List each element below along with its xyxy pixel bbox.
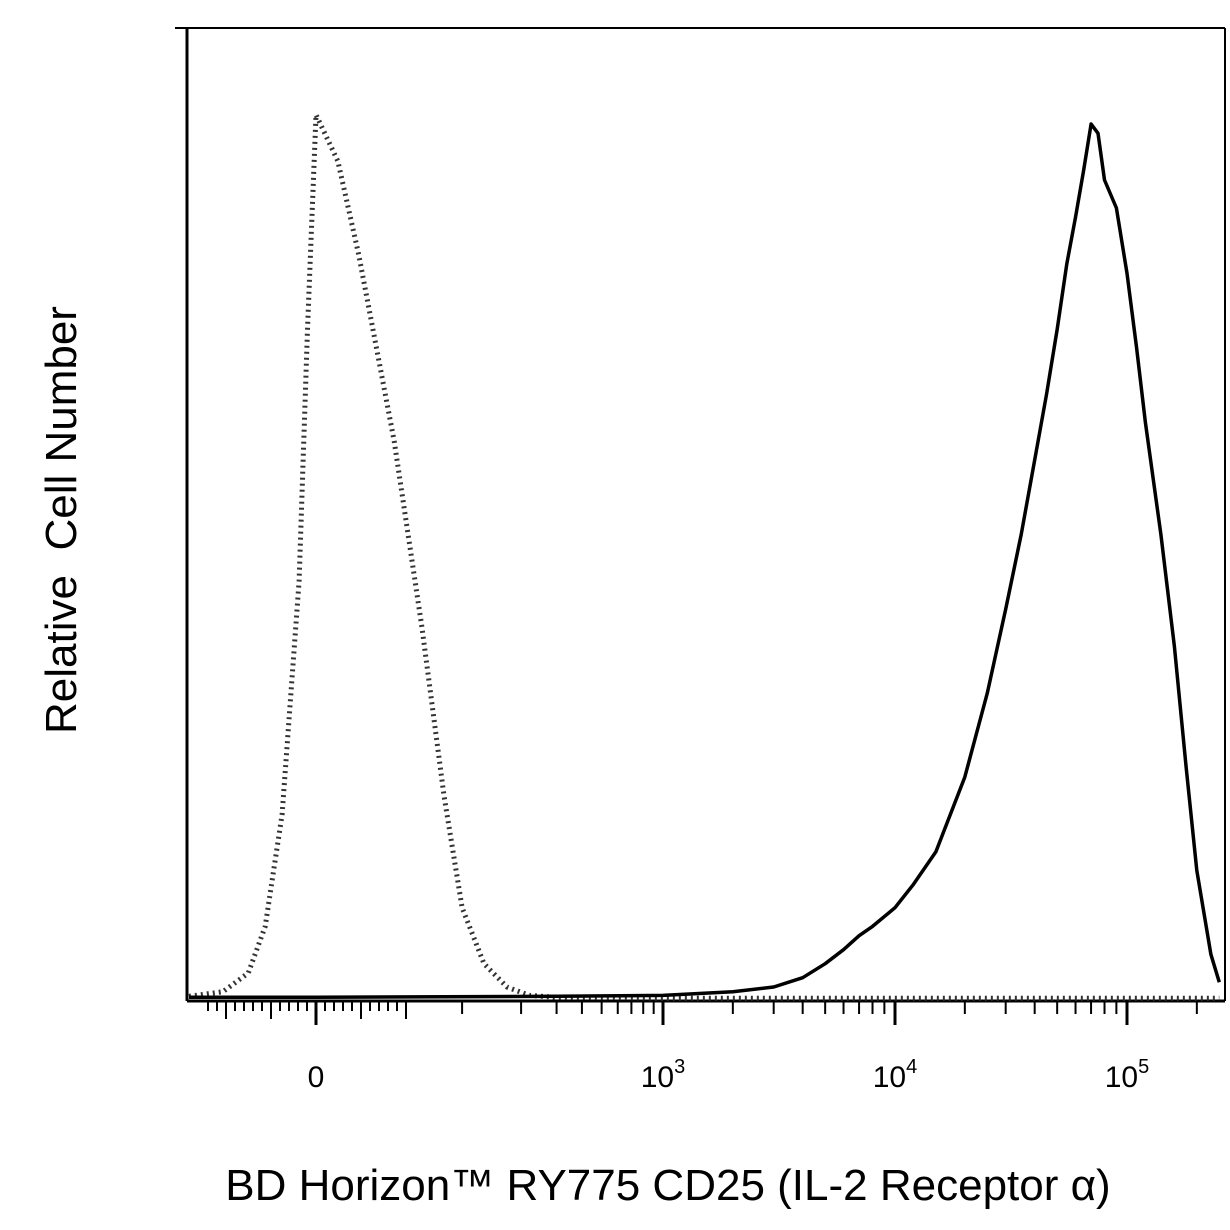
x-tick-label: 104 (873, 1056, 918, 1094)
series-line-isotype-control (188, 112, 1220, 1001)
series-line-cd25 (189, 122, 1221, 1000)
x-axis-title: BD Horizon™ RY775 CD25 (IL-2 Receptor α) (225, 1161, 1110, 1210)
x-tick-label: 103 (641, 1056, 686, 1094)
x-axis-tick-labels: 0 103 104 105 (308, 1056, 1150, 1094)
x-tick-label: 105 (1105, 1056, 1150, 1094)
axes (175, 27, 1226, 1003)
x-axis-ticks (207, 1001, 1198, 1025)
x-tick-label: 0 (308, 1061, 325, 1094)
series-layer (188, 112, 1221, 1001)
y-axis-title: Relative Cell Number (37, 306, 86, 734)
